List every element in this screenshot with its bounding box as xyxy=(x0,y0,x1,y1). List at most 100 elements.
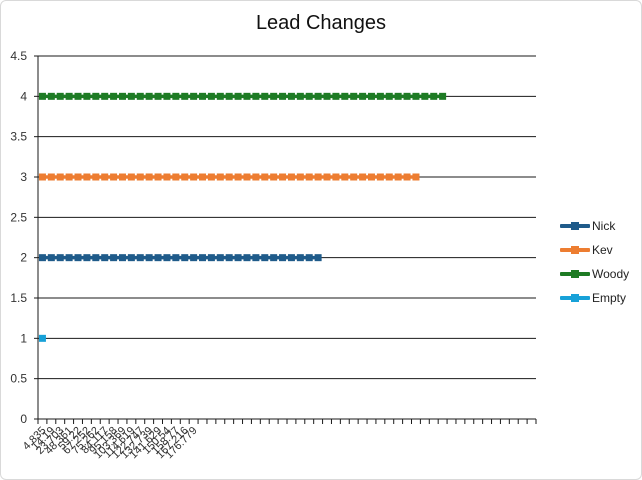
data-point-nick xyxy=(101,254,109,262)
data-point-kev xyxy=(216,173,224,181)
data-point-woody xyxy=(421,92,429,100)
data-point-woody xyxy=(261,92,269,100)
data-point-kev xyxy=(38,173,46,181)
legend-item-kev: Kev xyxy=(560,238,629,262)
data-point-woody xyxy=(359,92,367,100)
data-point-kev xyxy=(350,173,358,181)
legend-item-empty: Empty xyxy=(560,286,629,310)
legend-swatch xyxy=(560,268,590,280)
data-point-kev xyxy=(74,173,82,181)
data-point-kev xyxy=(56,173,64,181)
data-point-nick xyxy=(136,254,144,262)
y-tick-label: 1 xyxy=(20,331,27,345)
data-point-kev xyxy=(359,173,367,181)
data-point-woody xyxy=(74,92,82,100)
gridlines xyxy=(38,55,536,380)
data-point-woody xyxy=(332,92,340,100)
data-point-nick xyxy=(118,254,126,262)
data-point-kev xyxy=(145,173,153,181)
series-layer xyxy=(38,92,447,342)
data-point-kev xyxy=(127,173,135,181)
data-point-woody xyxy=(252,92,260,100)
data-point-woody xyxy=(439,92,447,100)
data-point-kev xyxy=(279,173,287,181)
data-point-woody xyxy=(207,92,215,100)
data-point-nick xyxy=(234,254,242,262)
data-point-woody xyxy=(118,92,126,100)
data-point-kev xyxy=(287,173,295,181)
data-point-nick xyxy=(110,254,118,262)
data-point-woody xyxy=(279,92,287,100)
data-point-woody xyxy=(394,92,402,100)
data-point-kev xyxy=(199,173,207,181)
data-point-woody xyxy=(296,92,304,100)
data-point-kev xyxy=(207,173,215,181)
data-point-woody xyxy=(181,92,189,100)
data-point-kev xyxy=(190,173,198,181)
data-point-nick xyxy=(74,254,82,262)
data-point-kev xyxy=(154,173,162,181)
y-tick-label: 3.5 xyxy=(10,130,27,144)
data-point-woody xyxy=(47,92,55,100)
y-tick-label: 1.5 xyxy=(10,291,27,305)
data-point-nick xyxy=(296,254,304,262)
y-tick-label: 0 xyxy=(20,412,27,426)
data-point-nick xyxy=(279,254,287,262)
data-point-nick xyxy=(287,254,295,262)
legend-marker xyxy=(571,222,579,230)
data-point-woody xyxy=(403,92,411,100)
legend-marker xyxy=(571,294,579,302)
data-point-nick xyxy=(199,254,207,262)
data-point-woody xyxy=(92,92,100,100)
data-point-woody xyxy=(154,92,162,100)
data-point-kev xyxy=(163,173,171,181)
data-point-kev xyxy=(172,173,180,181)
legend-marker xyxy=(571,246,579,254)
y-tick-label: 4 xyxy=(20,89,27,103)
data-point-woody xyxy=(163,92,171,100)
data-point-woody xyxy=(110,92,118,100)
data-point-kev xyxy=(367,173,375,181)
data-point-woody xyxy=(190,92,198,100)
data-point-woody xyxy=(323,92,331,100)
data-point-nick xyxy=(38,254,46,262)
data-point-woody xyxy=(199,92,207,100)
data-point-kev xyxy=(270,173,278,181)
data-point-nick xyxy=(127,254,135,262)
data-point-nick xyxy=(270,254,278,262)
data-point-nick xyxy=(261,254,269,262)
data-point-woody xyxy=(385,92,393,100)
data-point-nick xyxy=(172,254,180,262)
data-point-kev xyxy=(376,173,384,181)
data-point-woody xyxy=(287,92,295,100)
data-point-woody xyxy=(350,92,358,100)
data-point-nick xyxy=(305,254,313,262)
data-point-nick xyxy=(190,254,198,262)
legend-swatch xyxy=(560,220,590,232)
data-point-woody xyxy=(270,92,278,100)
data-point-nick xyxy=(216,254,224,262)
legend-marker xyxy=(571,270,579,278)
data-point-kev xyxy=(394,173,402,181)
data-point-kev xyxy=(110,173,118,181)
data-point-woody xyxy=(38,92,46,100)
data-point-nick xyxy=(154,254,162,262)
legend-swatch xyxy=(560,292,590,304)
data-point-empty xyxy=(38,334,46,342)
data-point-kev xyxy=(118,173,126,181)
data-point-woody xyxy=(225,92,233,100)
data-point-nick xyxy=(47,254,55,262)
legend-swatch xyxy=(560,244,590,256)
data-point-kev xyxy=(412,173,420,181)
data-point-kev xyxy=(65,173,73,181)
data-point-nick xyxy=(243,254,251,262)
data-point-kev xyxy=(305,173,313,181)
data-point-woody xyxy=(172,92,180,100)
data-point-kev xyxy=(47,173,55,181)
data-point-woody xyxy=(83,92,91,100)
data-point-woody xyxy=(376,92,384,100)
data-point-kev xyxy=(234,173,242,181)
data-point-woody xyxy=(314,92,322,100)
legend-label: Empty xyxy=(592,291,627,305)
